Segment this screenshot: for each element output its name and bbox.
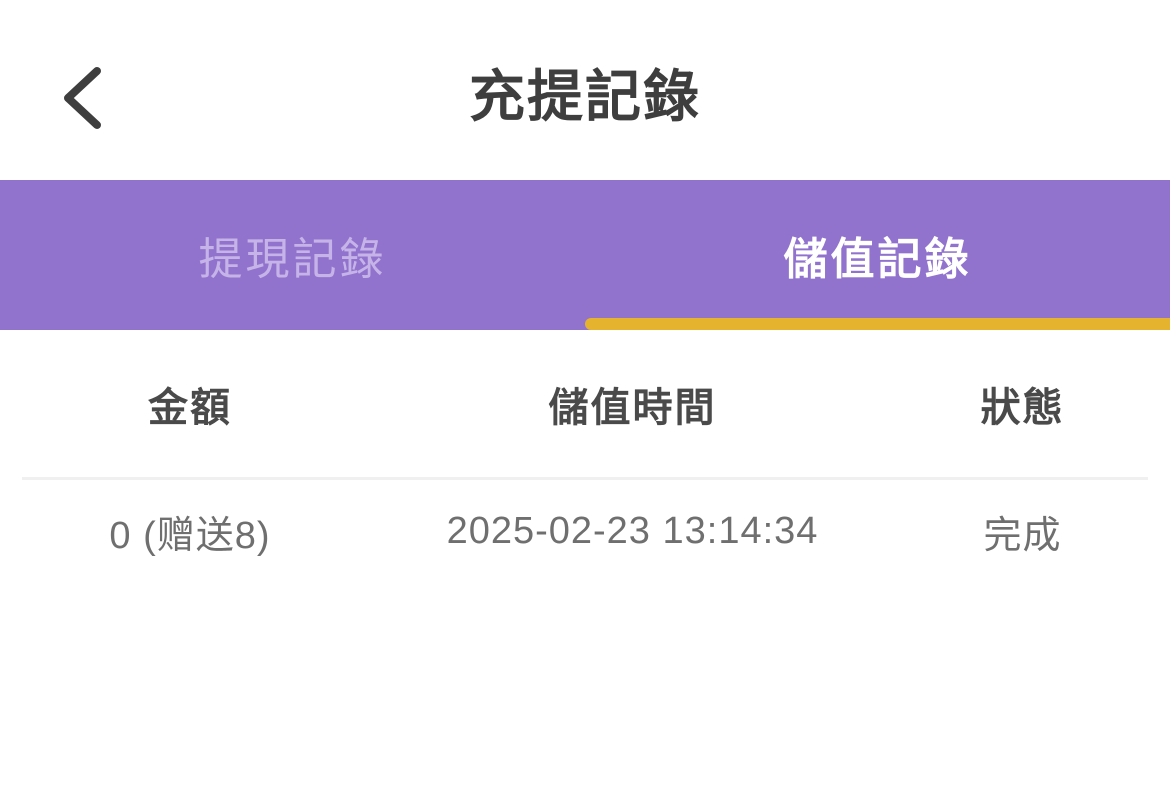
tab-deposit-label: 儲值記錄 bbox=[783, 235, 972, 284]
tab-withdrawal-records[interactable]: 提現記錄 bbox=[0, 180, 585, 330]
records-table: 金額 儲值時間 狀態 0 (赠送8) 2025-02-23 13:14:34 完… bbox=[0, 330, 1170, 583]
cell-amount: 0 (赠送8) bbox=[109, 515, 271, 557]
column-header-status: 狀態 bbox=[980, 385, 1065, 430]
page-title: 充提記錄 bbox=[469, 65, 701, 128]
record-tabbar: 提現記錄 儲值記錄 bbox=[0, 180, 1170, 330]
table-header-row: 金額 儲值時間 狀態 bbox=[0, 330, 1160, 477]
table-row: 0 (赠送8) 2025-02-23 13:14:34 完成 bbox=[0, 480, 1160, 583]
top-nav: 充提記錄 bbox=[0, 0, 1170, 180]
cell-status: 完成 bbox=[983, 515, 1062, 557]
tab-deposit-records[interactable]: 儲值記錄 bbox=[585, 180, 1170, 330]
cell-time: 2025-02-23 13:14:34 bbox=[446, 510, 819, 552]
column-header-time: 儲值時間 bbox=[548, 385, 717, 430]
tab-withdrawal-label: 提現記錄 bbox=[198, 235, 387, 284]
chevron-left-icon bbox=[61, 66, 103, 130]
active-tab-indicator bbox=[585, 318, 1170, 330]
column-header-amount: 金額 bbox=[148, 385, 232, 430]
header-divider bbox=[22, 477, 1148, 480]
back-button[interactable] bbox=[52, 56, 112, 140]
